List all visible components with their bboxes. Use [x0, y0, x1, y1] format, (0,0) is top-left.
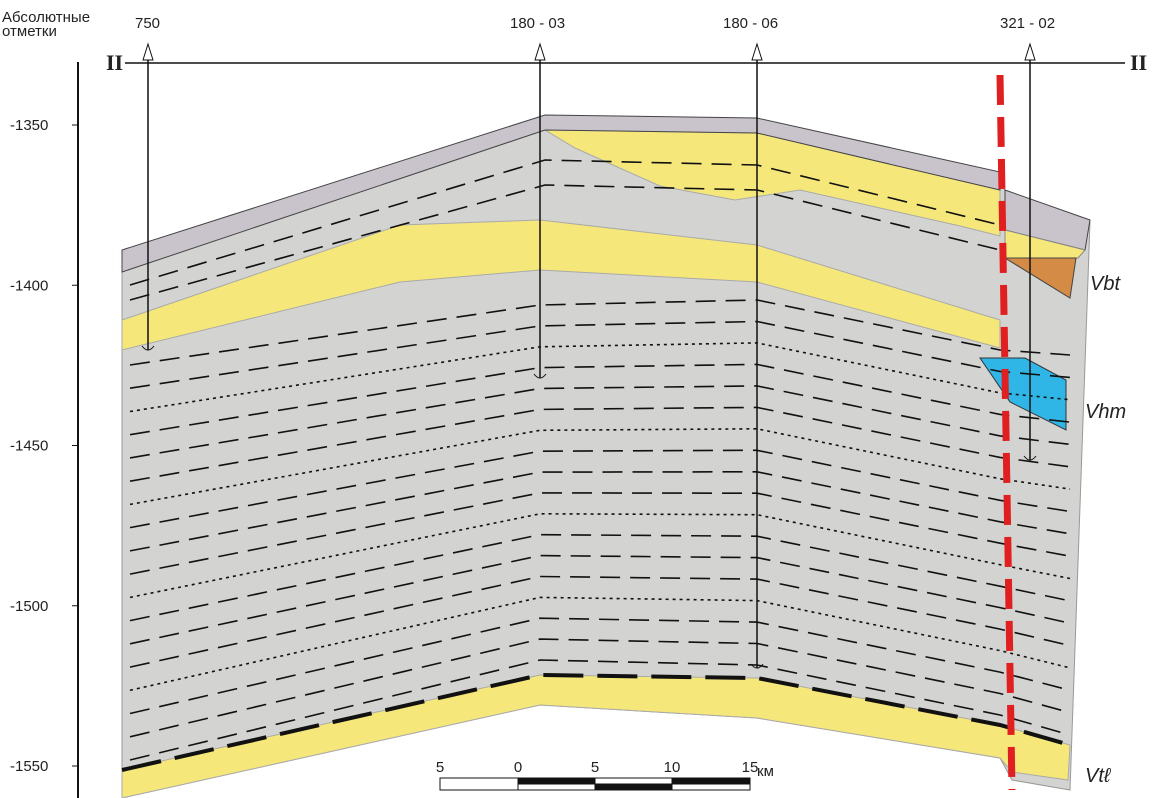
depth-tick-label: -1400: [10, 277, 48, 294]
scale-label: 0: [514, 759, 522, 776]
well-symbol: [535, 44, 545, 60]
scale-label: 10: [664, 759, 681, 776]
formation-label: Vhm: [1085, 401, 1126, 423]
well-label: 321 - 02: [1000, 15, 1055, 32]
well-symbol: [1025, 44, 1035, 60]
well-label: 750: [135, 15, 160, 32]
depth-tick-label: -1450: [10, 438, 48, 455]
well-label: 180 - 03: [510, 15, 565, 32]
well-symbol: [143, 44, 153, 60]
section-start: II: [106, 50, 123, 75]
depth-tick-label: -1500: [10, 598, 48, 615]
well-symbol: [752, 44, 762, 60]
depth-tick-label: -1550: [10, 758, 48, 775]
formation-label: Vtℓ: [1085, 765, 1112, 787]
well-label: 180 - 06: [723, 15, 778, 32]
cross-section: Абсолютныеотметки II II Vbt Vhm Vtℓ км -…: [0, 0, 1155, 798]
depth-tick-label: -1350: [10, 117, 48, 134]
formation-label: Vbt: [1090, 273, 1121, 295]
scale-bar: [440, 778, 750, 790]
scale-label: 15: [742, 759, 759, 776]
scale-unit: км: [757, 763, 774, 780]
scale-label: 5: [436, 759, 444, 776]
section-end: II: [1130, 50, 1147, 75]
scale-label: 5: [591, 759, 599, 776]
